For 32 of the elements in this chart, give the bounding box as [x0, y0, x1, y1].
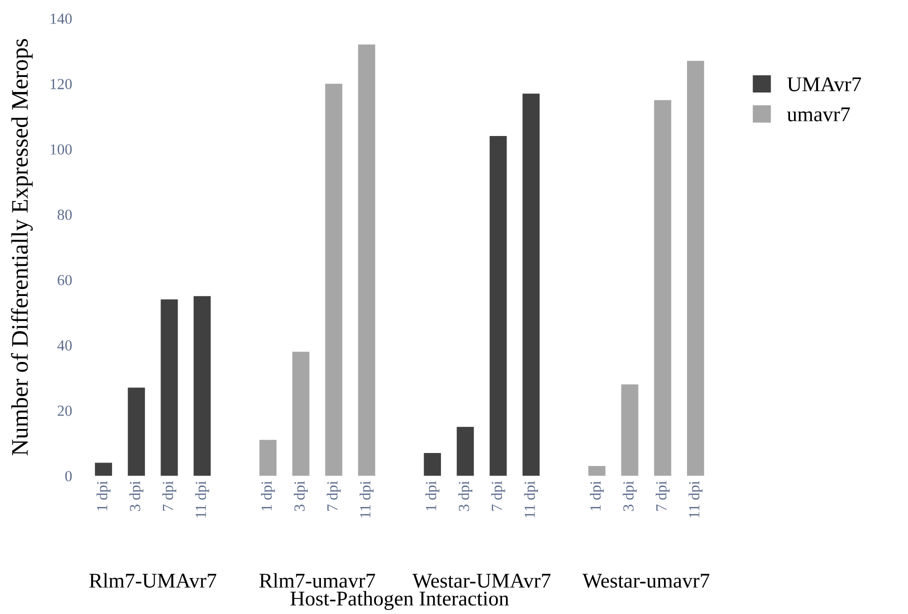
text: Rlm7-umavr7 [259, 573, 376, 588]
y-tick-label: 100 [50, 144, 72, 155]
x-tick-label: 1 dpi [96, 481, 110, 510]
x-tick-label: 1 dpi [590, 481, 604, 510]
text: Rlm7-UMAvr7 [89, 573, 216, 588]
legend-label: UMAvr7 [787, 77, 862, 92]
text: Westar-umavr7 [582, 574, 710, 588]
x-axis-title: Host-Pathogen Interaction [290, 590, 509, 610]
y-tick-label: 80 [58, 210, 72, 220]
y-tick-label: 60 [58, 274, 72, 286]
y-tick-label: 120 [50, 78, 72, 90]
x-tick-label: 7 dpi [162, 481, 176, 511]
y-tick-label: 0 [65, 470, 72, 482]
x-tick-label: 1 dpi [425, 481, 440, 510]
y-tick-label: 40 [57, 340, 72, 351]
y-tick-label: 20 [58, 406, 72, 416]
x-tick-label: 3 dpi [294, 481, 308, 511]
text: Westar-UMAvr7 [412, 574, 550, 588]
x-tick-label: 3 dpi [129, 481, 144, 511]
x-tick-label: 11 dpi [360, 481, 374, 518]
x-tick-label: 11 dpi [524, 481, 538, 518]
legend-label: umavr7 [787, 108, 850, 122]
y-axis-title: Number of Differentially Expressed Merops [11, 39, 33, 456]
y-tick-label: 140 [50, 14, 72, 24]
x-tick-label: 3 dpi [622, 481, 637, 511]
x-tick-label: 11 dpi [688, 481, 702, 518]
x-tick-label: 7 dpi [491, 481, 506, 511]
x-tick-label: 11 dpi [195, 481, 210, 518]
x-tick-label: 3 dpi [458, 481, 472, 511]
x-tick-label: 7 dpi [326, 481, 341, 511]
x-tick-label: 1 dpi [261, 481, 275, 510]
x-tick-label: 7 dpi [656, 481, 670, 511]
